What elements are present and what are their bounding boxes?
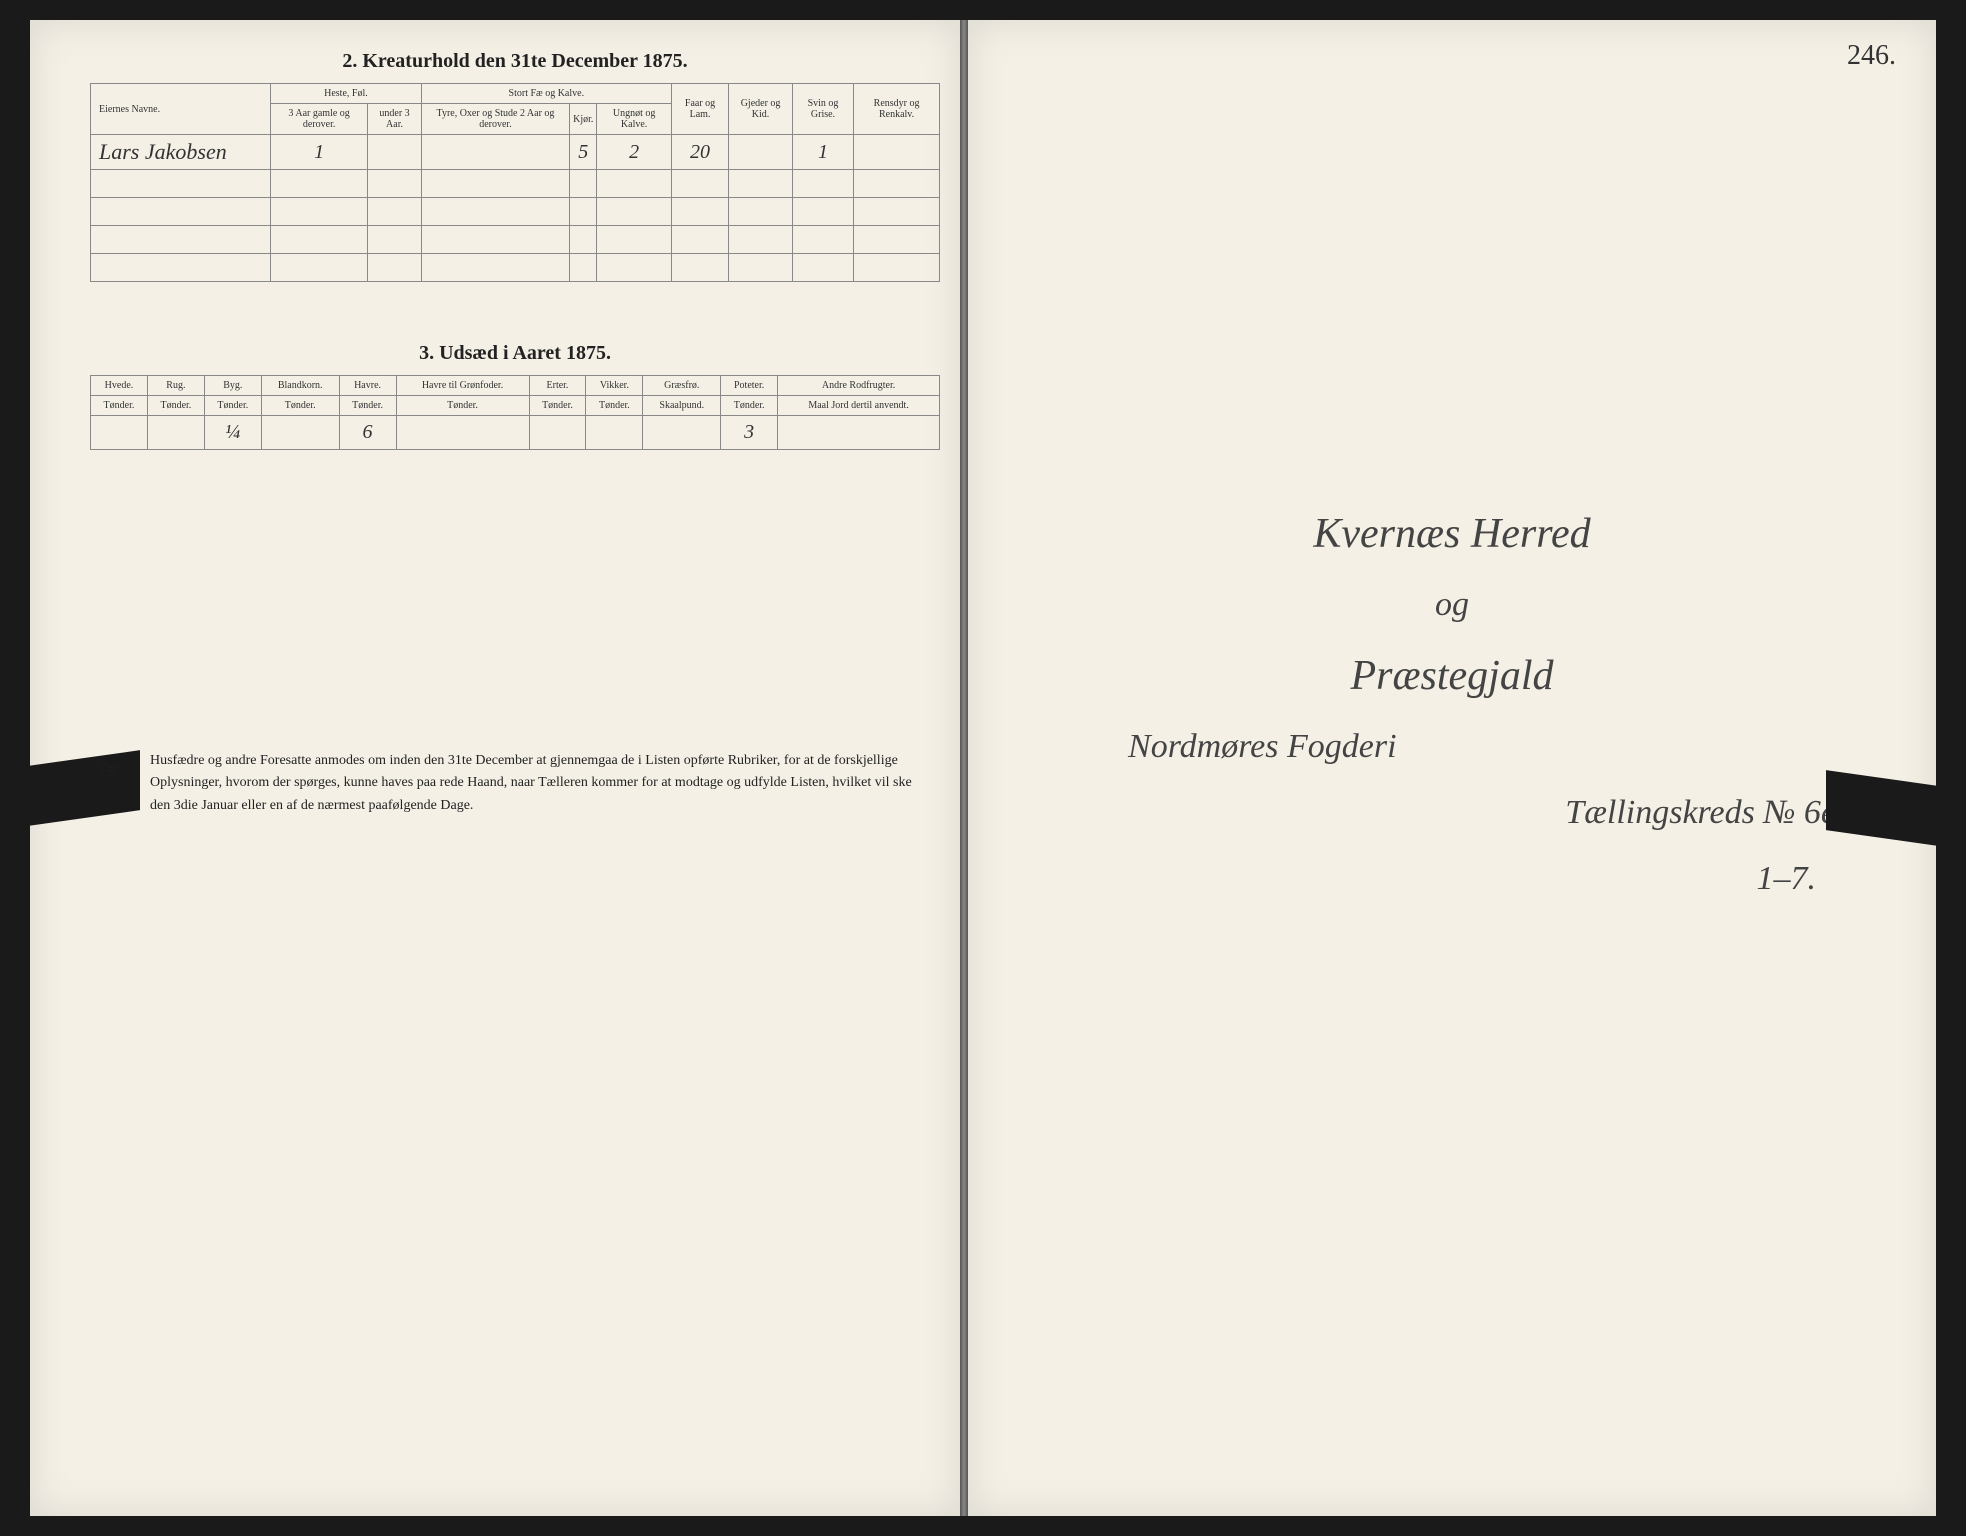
col-gjeder: Gjeder og Kid. <box>729 84 793 135</box>
cell-havre: 6 <box>339 416 396 450</box>
cell-faar: 20 <box>671 135 728 170</box>
unit-andre: Maal Jord dertil anvendt. <box>778 396 940 416</box>
col-graesfro: Græsfrø. <box>643 376 721 396</box>
unit-havre: Tønder. <box>339 396 396 416</box>
unit-havre-gron: Tønder. <box>396 396 529 416</box>
col-stort-sub1: Tyre, Oxer og Stude 2 Aar og derover. <box>421 104 569 135</box>
col-hvede: Hvede. <box>91 376 148 396</box>
cell-rensdyr <box>854 135 940 170</box>
section-udsaed: 3. Udsæd i Aaret 1875. Hvede. Rug. Byg. … <box>90 342 940 450</box>
cell-graesfro <box>643 416 721 450</box>
section-kreaturhold: 2. Kreaturhold den 31te December 1875. E… <box>90 50 940 282</box>
taellingskreds: Tællingskreds № 6e <box>1008 794 1896 832</box>
table-row-empty <box>91 226 940 254</box>
col-stort-sub2: Kjør. <box>570 104 597 135</box>
col-byg: Byg. <box>204 376 261 396</box>
cell-vikker <box>586 416 643 450</box>
col-faar: Faar og Lam. <box>671 84 728 135</box>
cell-byg: ¼ <box>204 416 261 450</box>
cell-rug <box>147 416 204 450</box>
col-heste-sub2: under 3 Aar. <box>368 104 422 135</box>
unit-erter: Tønder. <box>529 396 586 416</box>
cell-heste1: 1 <box>271 135 368 170</box>
footer-note: ☞ Husfædre og andre Foresatte anmodes om… <box>90 750 940 817</box>
right-page: 246. Kvernæs Herred og Præstegjald Nordm… <box>968 20 1936 1516</box>
unit-graesfro: Skaalpund. <box>643 396 721 416</box>
cell-stort2: 5 <box>570 135 597 170</box>
unit-poteter: Tønder. <box>721 396 778 416</box>
col-stort-sub3: Ungnøt og Kalve. <box>597 104 671 135</box>
cell-erter <box>529 416 586 450</box>
cell-gjeder <box>729 135 793 170</box>
table-row-empty <box>91 170 940 198</box>
section2-title: 2. Kreaturhold den 31te December 1875. <box>90 50 940 73</box>
cell-stort3: 2 <box>597 135 671 170</box>
table-row-empty <box>91 254 940 282</box>
left-page: 2. Kreaturhold den 31te December 1875. E… <box>30 20 960 1516</box>
herred-name: Kvernæs Herred <box>1008 510 1896 558</box>
cell-heste2 <box>368 135 422 170</box>
col-erter: Erter. <box>529 376 586 396</box>
col-stort: Stort Fæ og Kalve. <box>421 84 671 104</box>
cell-svin: 1 <box>792 135 853 170</box>
col-havre-gron: Havre til Grønfoder. <box>396 376 529 396</box>
table-row: Lars Jakobsen 1 5 2 20 1 <box>91 135 940 170</box>
cell-stort1 <box>421 135 569 170</box>
col-havre: Havre. <box>339 376 396 396</box>
udsaed-table: Hvede. Rug. Byg. Blandkorn. Havre. Havre… <box>90 375 940 450</box>
col-rug: Rug. <box>147 376 204 396</box>
unit-hvede: Tønder. <box>91 396 148 416</box>
table-row-empty <box>91 198 940 226</box>
unit-rug: Tønder. <box>147 396 204 416</box>
col-rensdyr: Rensdyr og Renkalv. <box>854 84 940 135</box>
section3-title: 3. Udsæd i Aaret 1875. <box>90 342 940 365</box>
page-number: 246. <box>1847 40 1896 72</box>
unit-byg: Tønder. <box>204 396 261 416</box>
col-poteter: Poteter. <box>721 376 778 396</box>
cell-andre <box>778 416 940 450</box>
col-heste-sub1: 3 Aar gamle og derover. <box>271 104 368 135</box>
cell-havre-gron <box>396 416 529 450</box>
cell-poteter: 3 <box>721 416 778 450</box>
range: 1–7. <box>1008 860 1896 898</box>
praestegjald: Præstegjald <box>1008 652 1896 700</box>
col-svin: Svin og Grise. <box>792 84 853 135</box>
cell-hvede <box>91 416 148 450</box>
title-page-content: Kvernæs Herred og Præstegjald Nordmøres … <box>1008 50 1896 898</box>
col-andre: Andre Rodfrugter. <box>778 376 940 396</box>
col-heste: Heste, Føl. <box>271 84 422 104</box>
fogderi: Nordmøres Fogderi <box>1008 728 1896 766</box>
col-vikker: Vikker. <box>586 376 643 396</box>
cell-blandkorn <box>261 416 339 450</box>
unit-blandkorn: Tønder. <box>261 396 339 416</box>
col-eiernes: Eiernes Navne. <box>91 84 271 135</box>
cell-name: Lars Jakobsen <box>91 135 271 170</box>
footer-text: Husfædre og andre Foresatte anmodes om i… <box>150 753 912 813</box>
book-spine <box>960 20 968 1516</box>
book-spread: 2. Kreaturhold den 31te December 1875. E… <box>30 20 1936 1516</box>
kreaturhold-table: Eiernes Navne. Heste, Føl. Stort Fæ og K… <box>90 83 940 282</box>
connector-og: og <box>1008 586 1896 624</box>
unit-vikker: Tønder. <box>586 396 643 416</box>
col-blandkorn: Blandkorn. <box>261 376 339 396</box>
pointing-hand-icon: ☞ <box>100 752 122 790</box>
table-row: ¼ 6 3 <box>91 416 940 450</box>
